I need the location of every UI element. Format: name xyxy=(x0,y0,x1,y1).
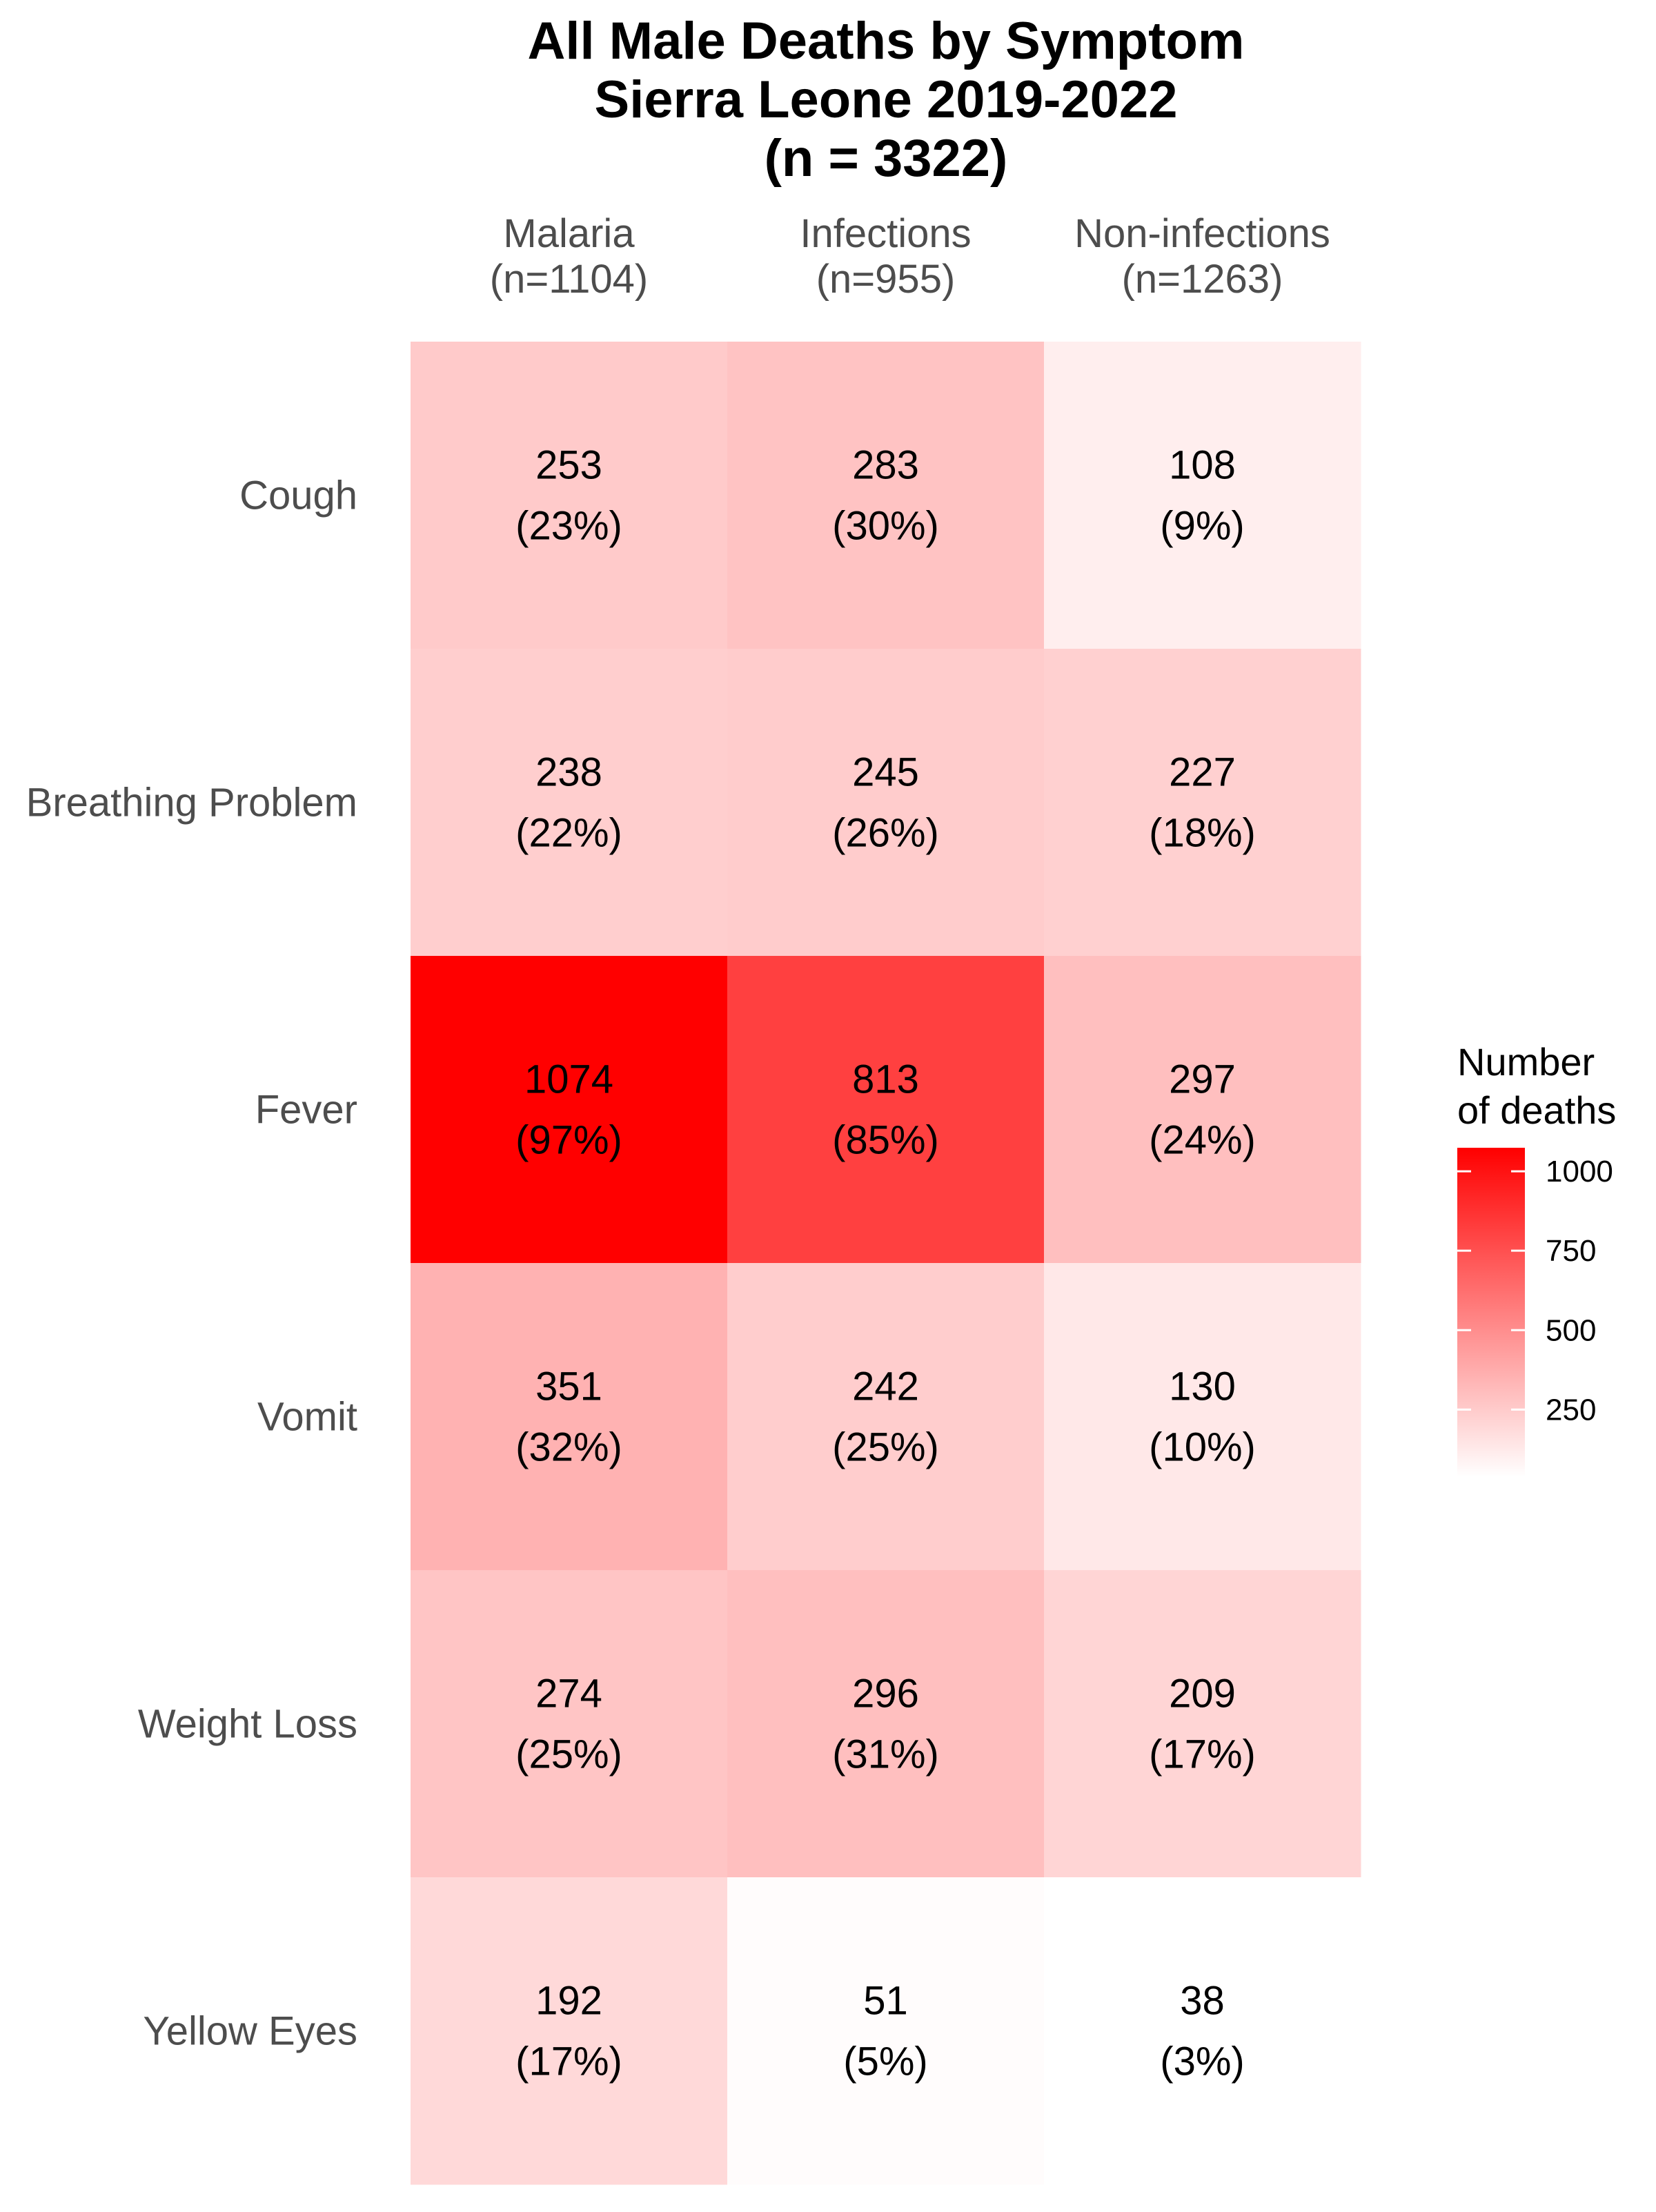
cell-value-label: 209 xyxy=(1169,1672,1236,1716)
title-line-1: All Male Deaths by Symptom xyxy=(528,12,1245,70)
cell-value-label: 238 xyxy=(535,750,602,795)
heatmap-cell xyxy=(727,1263,1045,1571)
cell-value-label: 242 xyxy=(852,1364,919,1409)
heatmap-cell xyxy=(727,342,1045,649)
heatmap-cell xyxy=(1044,956,1361,1264)
heatmap-cell xyxy=(411,1570,728,1878)
heatmap-cell xyxy=(727,1570,1045,1878)
legend-tick-label: 250 xyxy=(1546,1393,1596,1427)
column-label: Infections xyxy=(800,211,971,256)
cell-percent-label: (31%) xyxy=(832,1732,939,1777)
legend: Number of deaths 250 500 750 1000 xyxy=(1457,1040,1616,1477)
chart-title: All Male Deaths by Symptom Sierra Leone … xyxy=(528,12,1245,188)
cell-value-label: 283 xyxy=(852,443,919,488)
cell-percent-label: (9%) xyxy=(1160,504,1244,549)
row-label: Vomit xyxy=(257,1395,357,1440)
row-label: Fever xyxy=(255,1088,357,1133)
legend-tick-label: 500 xyxy=(1546,1313,1596,1347)
cell-value-label: 51 xyxy=(863,1979,908,2024)
legend-tick-label: 1000 xyxy=(1546,1155,1613,1188)
heatmap-cell xyxy=(727,956,1045,1264)
heatmap-cell xyxy=(727,649,1045,957)
cell-value-label: 1074 xyxy=(524,1057,613,1102)
legend-tick-label: 750 xyxy=(1546,1234,1596,1268)
title-line-2: Sierra Leone 2019-2022 xyxy=(595,70,1178,129)
cell-percent-label: (25%) xyxy=(832,1425,939,1470)
heatmap-cell xyxy=(1044,342,1361,649)
cell-value-label: 351 xyxy=(535,1364,602,1409)
column-label: Non-infections xyxy=(1074,211,1330,256)
cell-percent-label: (97%) xyxy=(515,1118,622,1163)
title-line-3: (n = 3322) xyxy=(765,129,1008,188)
cell-percent-label: (17%) xyxy=(515,2039,622,2084)
cell-value-label: 253 xyxy=(535,443,602,488)
cell-percent-label: (25%) xyxy=(515,1732,622,1777)
heatmap-cell xyxy=(411,1877,728,2185)
cell-value-label: 245 xyxy=(852,750,919,795)
cell-percent-label: (3%) xyxy=(1160,2039,1244,2084)
legend-colorbar xyxy=(1457,1148,1525,1477)
cell-percent-label: (5%) xyxy=(843,2039,927,2084)
row-labels: Cough Breathing Problem Fever Vomit Weight L… xyxy=(26,473,357,2054)
row-label: Yellow Eyes xyxy=(143,2009,357,2054)
heatmap-cell xyxy=(1044,649,1361,957)
legend-ticks: 250 500 750 1000 xyxy=(1457,1155,1613,1427)
cell-value-label: 813 xyxy=(852,1057,919,1102)
heatmap-cell xyxy=(411,1263,728,1571)
cell-percent-label: (18%) xyxy=(1149,811,1256,856)
heatmap-cells: 253 (23%) 283 (30%) 108 (9%) 238 (22%) 245 (26%) 2… xyxy=(411,342,1361,2185)
cell-value-label: 274 xyxy=(535,1672,602,1716)
heatmap-cell xyxy=(411,342,728,649)
cell-percent-label: (17%) xyxy=(1149,1732,1256,1777)
heatmap-cell xyxy=(411,956,728,1264)
cell-percent-label: (30%) xyxy=(832,504,939,549)
cell-value-label: 297 xyxy=(1169,1057,1236,1102)
row-label: Cough xyxy=(239,473,357,518)
cell-percent-label: (24%) xyxy=(1149,1118,1256,1163)
heatmap-cell xyxy=(1044,1263,1361,1571)
heatmap-cell xyxy=(727,1877,1045,2185)
column-n-label: (n=955) xyxy=(816,257,956,302)
cell-percent-label: (85%) xyxy=(832,1118,939,1163)
cell-percent-label: (32%) xyxy=(515,1425,622,1470)
cell-value-label: 108 xyxy=(1169,443,1236,488)
row-label: Breathing Problem xyxy=(26,781,357,825)
column-labels: Malaria(n=1104) Infections(n=955) Non-infe… xyxy=(490,211,1330,302)
legend-title-line-1: Number xyxy=(1457,1040,1595,1084)
column-n-label: (n=1263) xyxy=(1122,257,1283,302)
row-label: Weight Loss xyxy=(138,1702,357,1747)
cell-value-label: 227 xyxy=(1169,750,1236,795)
heatmap-cell xyxy=(1044,1570,1361,1878)
cell-value-label: 192 xyxy=(535,1979,602,2024)
heatmap-cell xyxy=(1044,1877,1361,2185)
cell-value-label: 296 xyxy=(852,1672,919,1716)
cell-value-label: 38 xyxy=(1180,1979,1225,2024)
cell-percent-label: (26%) xyxy=(832,811,939,856)
cell-percent-label: (22%) xyxy=(515,811,622,856)
column-n-label: (n=1104) xyxy=(490,257,648,302)
cell-percent-label: (23%) xyxy=(515,504,622,549)
heatmap-cell xyxy=(411,649,728,957)
cell-value-label: 130 xyxy=(1169,1364,1236,1409)
column-label: Malaria xyxy=(503,211,635,256)
cell-percent-label: (10%) xyxy=(1149,1425,1256,1470)
legend-title-line-2: of deaths xyxy=(1457,1088,1616,1132)
